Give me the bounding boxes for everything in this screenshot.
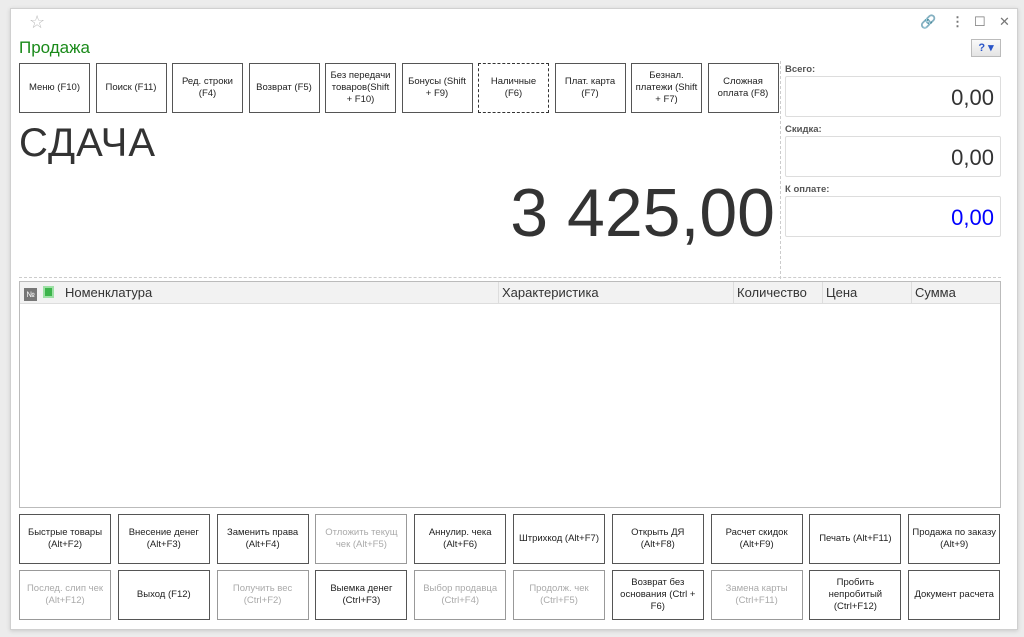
help-button[interactable]: ? ▾ [971,39,1001,57]
action-button-3[interactable]: Отложить текущ чек (Alt+F5) [315,514,408,564]
more-icon[interactable]: ⋮ [951,14,964,29]
star-icon[interactable]: ☆ [29,12,46,32]
column-header-price[interactable]: Цена [822,282,911,304]
top-button-5[interactable]: Бонусы (Shift + F9) [401,63,473,113]
discount-label: Скидка: [785,124,822,135]
divider [19,277,1001,278]
page-title: Продажа [19,38,90,57]
action-button-17[interactable]: Замена карты (Ctrl+F11) [710,570,803,620]
top-button-6[interactable]: Наличные (F6) [478,63,549,113]
action-button-15[interactable]: Продолж. чек (Ctrl+F5) [513,570,605,620]
change-label: СДАЧА [19,121,156,165]
top-button-8[interactable]: Безнал. платежи (Shift + F7) [631,63,702,113]
number-column-icon: № [24,288,37,301]
table-header: № Номенклатура Характеристика Количество… [20,282,1000,304]
divider [780,61,781,279]
action-button-10[interactable]: Послед. слип чек (Alt+F12) [19,570,111,620]
total-field: 0,00 [785,76,1001,117]
action-button-8[interactable]: Печать (Alt+F11) [809,514,902,564]
top-button-0[interactable]: Меню (F10) [19,63,90,113]
to-pay-field: 0,00 [785,196,1001,237]
top-button-4[interactable]: Без передачи товаров(Shift + F10) [325,63,396,113]
action-button-19[interactable]: Документ расчета [908,570,1001,620]
items-table[interactable]: № Номенклатура Характеристика Количество… [19,281,1001,508]
action-button-12[interactable]: Получить вес (Ctrl+F2) [216,570,309,620]
action-button-6[interactable]: Открыть ДЯ (Alt+F8) [611,514,704,564]
top-button-2[interactable]: Ред. строки (F4) [172,63,243,113]
image-column-icon [43,286,54,298]
action-button-5[interactable]: Штрихкод (Alt+F7) [513,514,605,564]
column-header-nomenclature[interactable]: Номенклатура [65,285,153,300]
change-value: 3 425,00 [510,175,775,251]
close-icon[interactable]: ✕ [999,14,1010,29]
action-button-9[interactable]: Продажа по заказу (Alt+9) [908,514,1001,564]
column-header-quantity[interactable]: Количество [733,282,822,304]
column-header-characteristic[interactable]: Характеристика [498,282,733,304]
action-button-0[interactable]: Быстрые товары (Alt+F2) [19,514,111,564]
total-label: Всего: [785,64,816,75]
action-button-13[interactable]: Выемка денег (Ctrl+F3) [315,570,408,620]
action-button-2[interactable]: Заменить права (Alt+F4) [216,514,309,564]
action-button-11[interactable]: Выход (F12) [117,570,210,620]
top-button-3[interactable]: Возврат (F5) [248,63,320,113]
top-button-7[interactable]: Плат. карта (F7) [554,63,626,113]
action-button-14[interactable]: Выбор продавца (Ctrl+F4) [414,570,507,620]
top-button-1[interactable]: Поиск (F11) [95,63,167,113]
to-pay-label: К оплате: [785,184,830,195]
maximize-icon[interactable]: ☐ [974,14,986,29]
action-button-1[interactable]: Внесение денег (Alt+F3) [117,514,210,564]
action-button-16[interactable]: Возврат без основания (Ctrl + F6) [611,570,704,620]
sale-window: ☆ 🔗 ⋮ ☐ ✕ Продажа ? ▾ СДАЧА 3 425,00 Все… [10,8,1018,630]
link-icon[interactable]: 🔗 [920,14,937,29]
discount-field: 0,00 [785,136,1001,177]
action-button-4[interactable]: Аннулир. чека (Alt+F6) [414,514,507,564]
column-header-sum[interactable]: Сумма [911,282,1000,304]
action-button-18[interactable]: Пробить непробитый (Ctrl+F12) [809,570,902,620]
top-button-9[interactable]: Сложная оплата (F8) [707,63,779,113]
action-button-7[interactable]: Расчет скидок (Alt+F9) [710,514,803,564]
help-icon: ? [978,42,986,54]
